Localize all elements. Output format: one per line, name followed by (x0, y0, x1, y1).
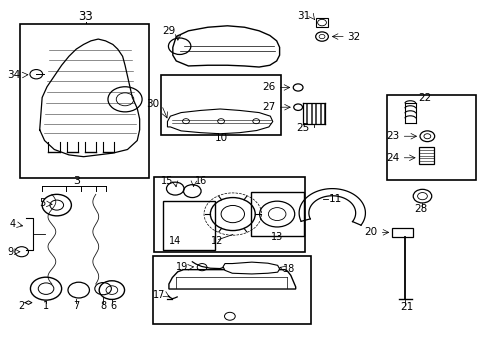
Text: 3: 3 (73, 176, 80, 186)
Text: 11: 11 (328, 194, 341, 204)
Text: 4: 4 (9, 219, 15, 229)
Text: 22: 22 (417, 93, 430, 103)
Bar (316, 103, 319, 124)
Text: 13: 13 (270, 232, 283, 242)
Text: 12: 12 (210, 235, 223, 246)
Polygon shape (223, 262, 279, 274)
Text: 7: 7 (73, 301, 79, 311)
Bar (251, 192, 304, 236)
Polygon shape (167, 109, 272, 134)
Text: 30: 30 (146, 99, 159, 109)
Text: 24: 24 (386, 153, 399, 163)
Text: 31: 31 (297, 11, 310, 21)
Bar (153, 256, 311, 324)
Text: 8: 8 (100, 301, 106, 311)
Text: 32: 32 (346, 32, 359, 41)
Bar (311, 103, 315, 124)
Bar (154, 177, 305, 252)
Text: 18: 18 (282, 264, 294, 274)
Text: 1: 1 (42, 301, 48, 311)
Bar (307, 103, 310, 124)
Text: 23: 23 (386, 131, 399, 141)
Bar (320, 103, 324, 124)
Text: 28: 28 (413, 204, 427, 214)
Bar (315, 18, 328, 27)
Text: 25: 25 (296, 123, 309, 133)
Bar (418, 147, 433, 164)
Bar (391, 228, 412, 237)
Text: 10: 10 (214, 133, 227, 143)
Bar (20, 24, 149, 178)
Text: 20: 20 (364, 228, 377, 237)
Text: 9: 9 (7, 247, 13, 257)
Bar (303, 103, 306, 124)
Polygon shape (168, 270, 295, 289)
Text: 5: 5 (39, 198, 45, 208)
Text: 14: 14 (169, 236, 181, 246)
Text: 19: 19 (175, 262, 187, 272)
Text: 2: 2 (18, 301, 24, 311)
Bar (386, 95, 475, 180)
Text: 17: 17 (153, 291, 165, 301)
Text: 33: 33 (79, 10, 93, 23)
Text: 21: 21 (399, 302, 412, 312)
Text: 29: 29 (162, 26, 175, 36)
Bar (163, 201, 215, 250)
Text: 34: 34 (7, 70, 20, 80)
Polygon shape (172, 26, 279, 67)
Bar (160, 75, 281, 135)
Text: 15: 15 (161, 176, 173, 186)
Text: 27: 27 (262, 102, 275, 112)
Text: 6: 6 (110, 301, 117, 311)
Text: 16: 16 (194, 176, 206, 186)
Text: 26: 26 (262, 82, 275, 93)
